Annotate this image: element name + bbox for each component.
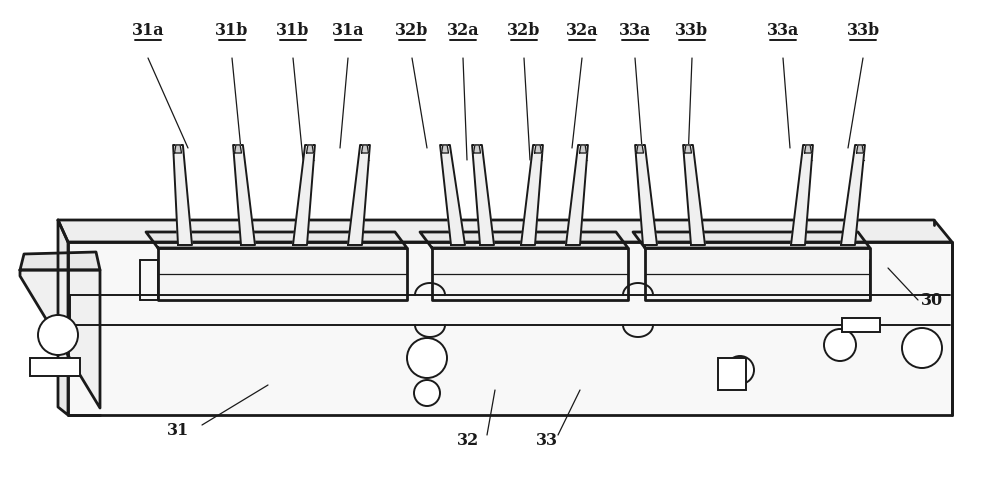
Circle shape [902,328,942,368]
Circle shape [414,380,440,406]
Polygon shape [20,270,100,408]
Bar [718,358,746,390]
Polygon shape [233,145,255,245]
Polygon shape [474,145,481,153]
Polygon shape [856,145,864,153]
Polygon shape [534,145,542,153]
Text: 33: 33 [536,431,558,449]
Polygon shape [158,248,407,300]
Polygon shape [521,145,543,245]
Polygon shape [58,220,68,415]
Polygon shape [635,145,657,245]
Text: 32a: 32a [447,22,479,39]
Polygon shape [637,145,644,153]
Polygon shape [442,145,449,153]
Text: 33a: 33a [619,22,651,39]
Polygon shape [566,145,588,245]
Text: 31b: 31b [215,22,249,39]
Polygon shape [841,145,865,245]
Polygon shape [173,145,192,245]
Polygon shape [683,145,705,245]
Polygon shape [293,145,315,245]
Circle shape [407,338,447,378]
Text: 31a: 31a [332,22,364,39]
Polygon shape [645,248,870,300]
Polygon shape [472,145,494,245]
Polygon shape [580,145,586,153]
Polygon shape [146,232,407,248]
Polygon shape [307,145,314,153]
Text: 31b: 31b [276,22,310,39]
Polygon shape [175,145,182,153]
Polygon shape [684,145,692,153]
Text: 30: 30 [921,292,943,309]
Bar [842,318,880,332]
Polygon shape [348,145,370,245]
Polygon shape [804,145,812,153]
Bar [30,358,80,376]
Text: 32a: 32a [566,22,598,39]
Text: 33b: 33b [675,22,709,39]
Text: 33b: 33b [846,22,880,39]
Polygon shape [791,145,813,245]
Text: 33a: 33a [767,22,799,39]
Text: 32b: 32b [507,22,541,39]
Polygon shape [432,248,628,300]
Polygon shape [440,145,465,245]
Circle shape [726,356,754,384]
Text: 32: 32 [457,431,479,449]
Polygon shape [420,232,628,248]
Text: 31a: 31a [132,22,164,39]
Polygon shape [20,252,100,270]
Text: 32b: 32b [395,22,429,39]
Circle shape [824,329,856,361]
Polygon shape [68,242,952,415]
Circle shape [38,315,78,355]
Polygon shape [235,145,242,153]
Text: 31: 31 [167,422,189,439]
Polygon shape [362,145,369,153]
Polygon shape [633,232,870,248]
Polygon shape [58,220,952,242]
